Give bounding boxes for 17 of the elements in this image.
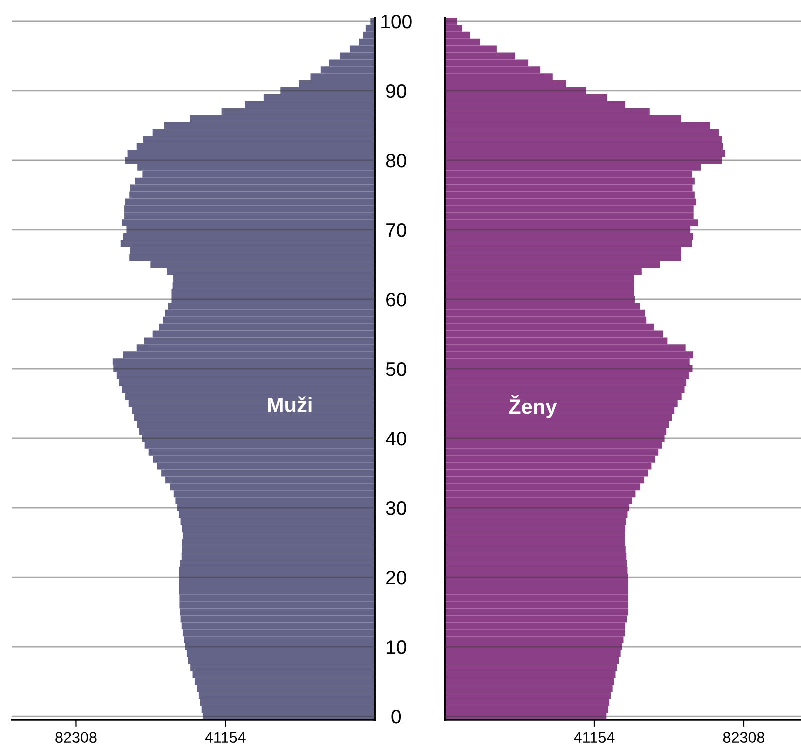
y-tick-label: 70: [386, 223, 406, 238]
y-tick-label: 40: [386, 432, 406, 446]
y-tick-label: 90: [386, 84, 406, 98]
series-label: Ženy: [509, 395, 558, 418]
y-tick-label: 80: [386, 154, 406, 168]
y-tick-label: 100: [382, 14, 412, 29]
x-tick-label: 41154: [574, 732, 615, 744]
y-tick-label: 20: [386, 570, 406, 585]
y-tick-label: 10: [387, 640, 406, 654]
y-tick-label: 60: [386, 292, 406, 307]
y-tick-label: 30: [386, 501, 406, 516]
x-tick-label: 82308: [723, 732, 765, 744]
y-tick-label: 50: [386, 362, 406, 376]
x-tick-label: 41154: [205, 732, 246, 744]
x-tick-label: 82308: [56, 732, 97, 744]
y-tick-label: 0: [392, 710, 402, 724]
series-label: Muži: [268, 396, 312, 412]
